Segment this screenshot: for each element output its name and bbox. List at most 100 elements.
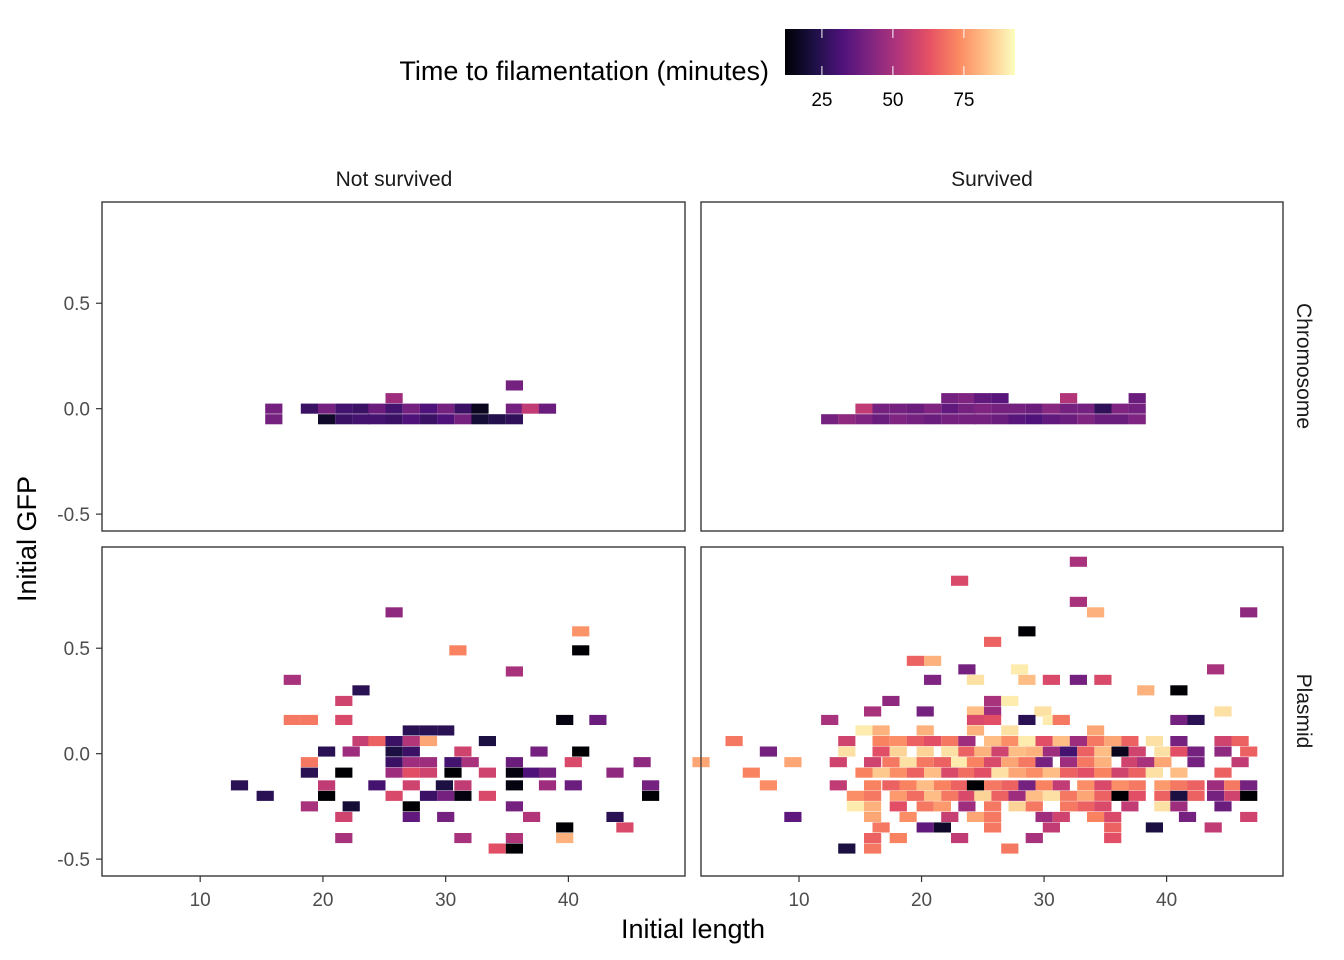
heatmap-cell [1231, 757, 1249, 768]
panel-chromosome-not-survived [101, 201, 686, 532]
heatmap-cell [1187, 757, 1205, 768]
heatmap-cell [556, 822, 574, 833]
heatmap-cell [1001, 736, 1019, 747]
x-tick-label: 20 [312, 890, 333, 911]
heatmap-cell [966, 725, 985, 736]
heatmap-cell [1094, 780, 1112, 791]
heatmap-cell [444, 757, 462, 768]
heatmap-cell [1018, 626, 1036, 637]
heatmap-cell [1087, 736, 1105, 747]
heatmap-cell [1060, 767, 1078, 778]
heatmap-cell [889, 767, 907, 778]
heatmap-cell [335, 403, 353, 414]
heatmap-cell [916, 780, 934, 791]
heatmap-cell [1060, 393, 1078, 404]
heatmap-cell [951, 757, 969, 768]
heatmap-cell [1034, 706, 1052, 717]
heatmap-cell [984, 636, 1002, 647]
heatmap-cell [419, 736, 438, 747]
heatmap-cell [864, 706, 882, 717]
cells-chromosome-not-survived [265, 380, 557, 425]
heatmap-cell [606, 811, 624, 822]
heatmap-cell [1001, 843, 1019, 854]
panel-chromosome-survived [700, 201, 1284, 532]
heatmap-cell [1187, 790, 1205, 801]
heatmap-cell [1170, 801, 1188, 812]
panel-border [101, 201, 686, 532]
heatmap-cell [352, 403, 370, 414]
heatmap-cell [265, 403, 283, 414]
heatmap-cell [864, 790, 882, 801]
heatmap-cell [872, 746, 890, 757]
heatmap-cell [521, 403, 539, 414]
heatmap-cell [991, 790, 1009, 801]
heatmap-cell [916, 725, 934, 736]
heatmap-cell [318, 790, 336, 801]
heatmap-cell [1240, 790, 1258, 801]
heatmap-cell [564, 757, 582, 768]
heatmap-cell [1094, 801, 1112, 812]
heatmap-cell [1035, 780, 1053, 791]
heatmap-cell [941, 767, 959, 778]
heatmap-cell [1121, 801, 1139, 812]
heatmap-cell [966, 780, 985, 791]
heatmap-cell [1094, 767, 1112, 778]
heatmap-cell [385, 767, 403, 778]
heatmap-cell [1154, 780, 1172, 791]
heatmap-cell [1025, 790, 1043, 801]
heatmap-cell [1052, 736, 1070, 747]
heatmap-cell [1240, 746, 1258, 757]
heatmap-cell [924, 655, 942, 666]
heatmap-cell [933, 780, 951, 791]
heatmap-cell [941, 811, 959, 822]
heatmap-cell [1214, 706, 1232, 717]
heatmap-cell [1052, 811, 1070, 822]
heatmap-cell [1170, 790, 1188, 801]
heatmap-cell [958, 790, 976, 801]
heatmap-cell [974, 746, 992, 757]
heatmap-cell [855, 403, 873, 414]
heatmap-cell [966, 674, 985, 685]
heatmap-cell [742, 767, 760, 778]
heatmap-cell [1018, 736, 1036, 747]
heatmap-cell [1137, 685, 1155, 696]
heatmap-cell [984, 714, 1002, 725]
heatmap-cell [1018, 780, 1036, 791]
heatmap-cell [906, 790, 924, 801]
heatmap-cell [1187, 780, 1205, 791]
heatmap-cell [1008, 790, 1026, 801]
heatmap-cell [1008, 767, 1026, 778]
heatmap-cell [899, 780, 917, 791]
heatmap-cell [872, 736, 890, 747]
heatmap-cell [1008, 414, 1026, 425]
heatmap-cell [958, 736, 976, 747]
heatmap-cell [1094, 414, 1112, 425]
heatmap-cell [924, 790, 942, 801]
heatmap-cell [385, 736, 403, 747]
heatmap-cell [402, 746, 420, 757]
heatmap-cell [505, 833, 523, 844]
heatmap-cell [958, 801, 976, 812]
heatmap-cell [924, 674, 942, 685]
heatmap-cell [821, 414, 839, 425]
strip-label-survived: Survived [951, 168, 1033, 191]
heatmap-cell [1035, 736, 1053, 747]
heatmap-cell [606, 767, 624, 778]
heatmap-cell [1069, 736, 1087, 747]
heatmap-cell [444, 767, 462, 778]
heatmap-cell [435, 780, 453, 791]
heatmap-cell [846, 801, 864, 812]
heatmap-cell [991, 393, 1009, 404]
y-tick-label: -0.5 [57, 505, 90, 526]
heatmap-cell [864, 780, 882, 791]
heatmap-cell [402, 801, 420, 812]
heatmap-cell [402, 767, 420, 778]
heatmap-cell [984, 706, 1002, 717]
heatmap-cell [984, 780, 1002, 791]
axes: -0.5 0.0 0.5 -0.5 0.0 0.5 10 20 30 40 10 20 30 40 [57, 294, 1177, 911]
heatmap-cell [838, 843, 856, 854]
heatmap-cell [725, 736, 743, 747]
heatmap-cell [1008, 746, 1026, 757]
x-tick-label: 40 [1156, 890, 1177, 911]
